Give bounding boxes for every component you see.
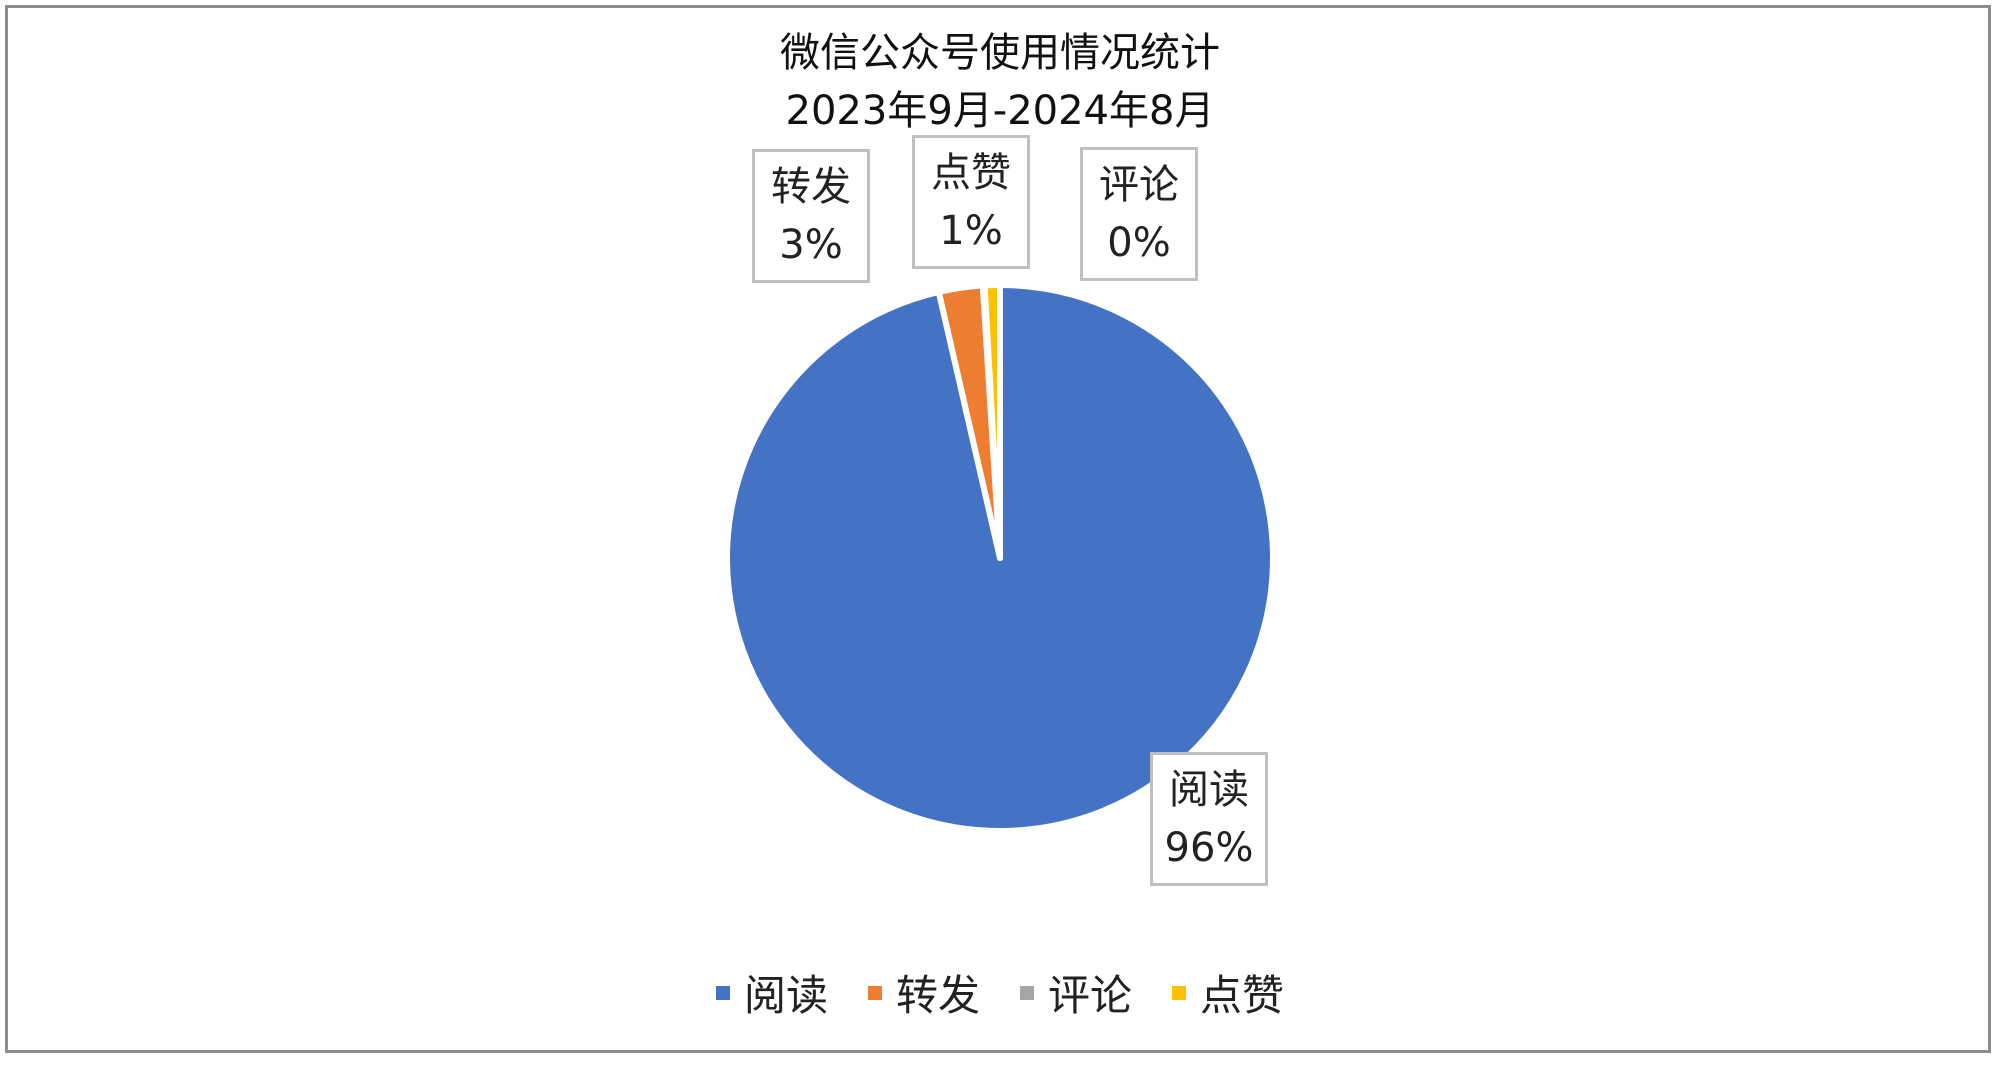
legend-label: 转发 — [895, 971, 980, 1020]
data-label: 点赞 1% — [912, 135, 1030, 269]
legend-label: 点赞 — [1200, 971, 1285, 1020]
data-label-value: 3% — [779, 222, 843, 268]
chart-frame — [5, 5, 1991, 1053]
legend-swatch — [867, 985, 882, 1000]
data-label-value: 0% — [1107, 220, 1171, 266]
data-label: 转发 3% — [752, 149, 870, 283]
data-label-category: 点赞 — [931, 150, 1011, 196]
legend-label: 评论 — [1048, 971, 1133, 1020]
legend-swatch — [1020, 985, 1034, 1000]
data-label-category: 转发 — [771, 164, 851, 210]
legend-swatch — [1172, 985, 1187, 1000]
pie-slice-3 — [981, 282, 1003, 561]
data-label: 评论 0% — [1080, 147, 1198, 281]
legend-swatch — [715, 985, 730, 1000]
chart-subtitle: 2023年9月-2024年8月 — [785, 88, 1215, 134]
chart-title: 微信公众号使用情况统计 — [780, 30, 1220, 76]
data-label-category: 评论 — [1099, 162, 1179, 208]
legend-label: 阅读 — [743, 971, 828, 1020]
legend-item: 阅读 — [715, 962, 828, 1023]
data-label-category: 阅读 — [1169, 767, 1249, 813]
data-label: 阅读 96% — [1150, 752, 1268, 886]
legend: 阅读 转发 评论 点赞 — [0, 962, 2000, 1023]
legend-item: 评论 — [1020, 962, 1132, 1023]
data-label-value: 96% — [1164, 825, 1254, 871]
data-label-value: 1% — [939, 208, 1003, 254]
legend-item: 点赞 — [1172, 962, 1284, 1023]
legend-item: 转发 — [867, 962, 980, 1023]
